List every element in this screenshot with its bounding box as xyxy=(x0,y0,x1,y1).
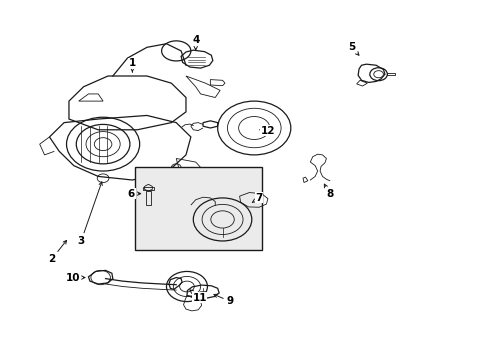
Text: 5: 5 xyxy=(347,42,358,55)
Text: 10: 10 xyxy=(65,273,85,283)
Text: 1: 1 xyxy=(128,58,136,72)
Text: 12: 12 xyxy=(259,126,275,135)
Text: 6: 6 xyxy=(127,189,141,199)
Text: 9: 9 xyxy=(213,294,233,306)
Bar xyxy=(135,167,261,250)
Text: 4: 4 xyxy=(192,35,199,50)
Text: 7: 7 xyxy=(252,193,262,203)
Text: 11: 11 xyxy=(189,290,206,303)
Text: 8: 8 xyxy=(324,184,333,199)
Text: 2: 2 xyxy=(48,240,66,264)
Text: 3: 3 xyxy=(78,182,102,246)
